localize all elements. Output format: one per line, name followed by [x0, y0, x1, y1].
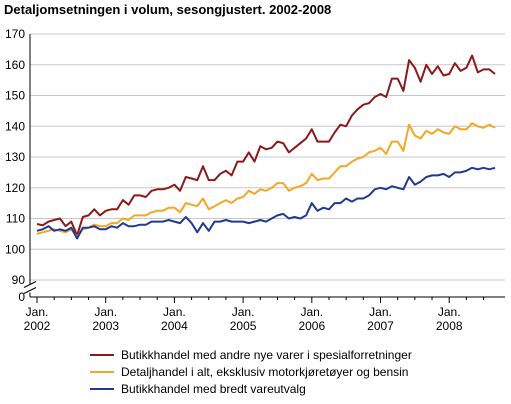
legend: Butikkhandel med andre nye varer i spesi…: [90, 348, 412, 396]
y-tick-label: 170: [5, 27, 25, 41]
legend-label-1: Butikkhandel med andre nye varer i spesi…: [121, 348, 412, 362]
x-tick-label-month: Jan.: [300, 305, 323, 319]
x-tick-label-month: Jan.: [232, 305, 255, 319]
y-tick-label: 0: [18, 290, 25, 304]
series-line-1: [36, 54, 496, 237]
series-line-2: [36, 122, 496, 238]
x-tick-label-year: 2003: [92, 319, 119, 333]
y-tick-label: 130: [5, 150, 25, 164]
grid: [30, 33, 505, 281]
x-tick-label-month: Jan.: [94, 305, 117, 319]
x-tick-label-year: 2002: [24, 319, 51, 333]
legend-label-2: Detaljhandel i alt, eksklusiv motorkjøre…: [121, 365, 408, 379]
x-tick-label-month: Jan.: [438, 305, 461, 319]
x-tick-label-year: 2005: [230, 319, 257, 333]
y-tick-label: 110: [6, 212, 25, 226]
series-line-3: [36, 166, 496, 240]
axis-break-mark: [23, 287, 37, 294]
y-tick-label: 150: [5, 89, 25, 103]
y-tick-label: 100: [5, 242, 25, 256]
x-tick-label-year: 2007: [367, 319, 394, 333]
y-tick-label: 90: [12, 273, 26, 287]
axis-break-gap: [24, 284, 36, 293]
x-tick-label-month: Jan.: [163, 305, 186, 319]
axis-break-mark: [23, 281, 37, 288]
x-tick-label-month: Jan.: [369, 305, 392, 319]
y-tick-label: 140: [5, 119, 25, 133]
series-lines: [36, 54, 496, 240]
x-tick-label-month: Jan.: [26, 305, 49, 319]
axes: 170160150140130120110100900Jan.2002Jan.2…: [5, 27, 505, 333]
x-tick-label-year: 2004: [161, 319, 188, 333]
chart-title: Detaljomsetningen i volum, sesongjustert…: [4, 2, 332, 17]
y-tick-label: 160: [5, 58, 25, 72]
x-tick-label-year: 2008: [436, 319, 463, 333]
legend-label-3: Butikkhandel med bredt vareutvalg: [121, 382, 306, 396]
x-tick-label-year: 2006: [298, 319, 325, 333]
y-tick-label: 120: [5, 181, 25, 195]
